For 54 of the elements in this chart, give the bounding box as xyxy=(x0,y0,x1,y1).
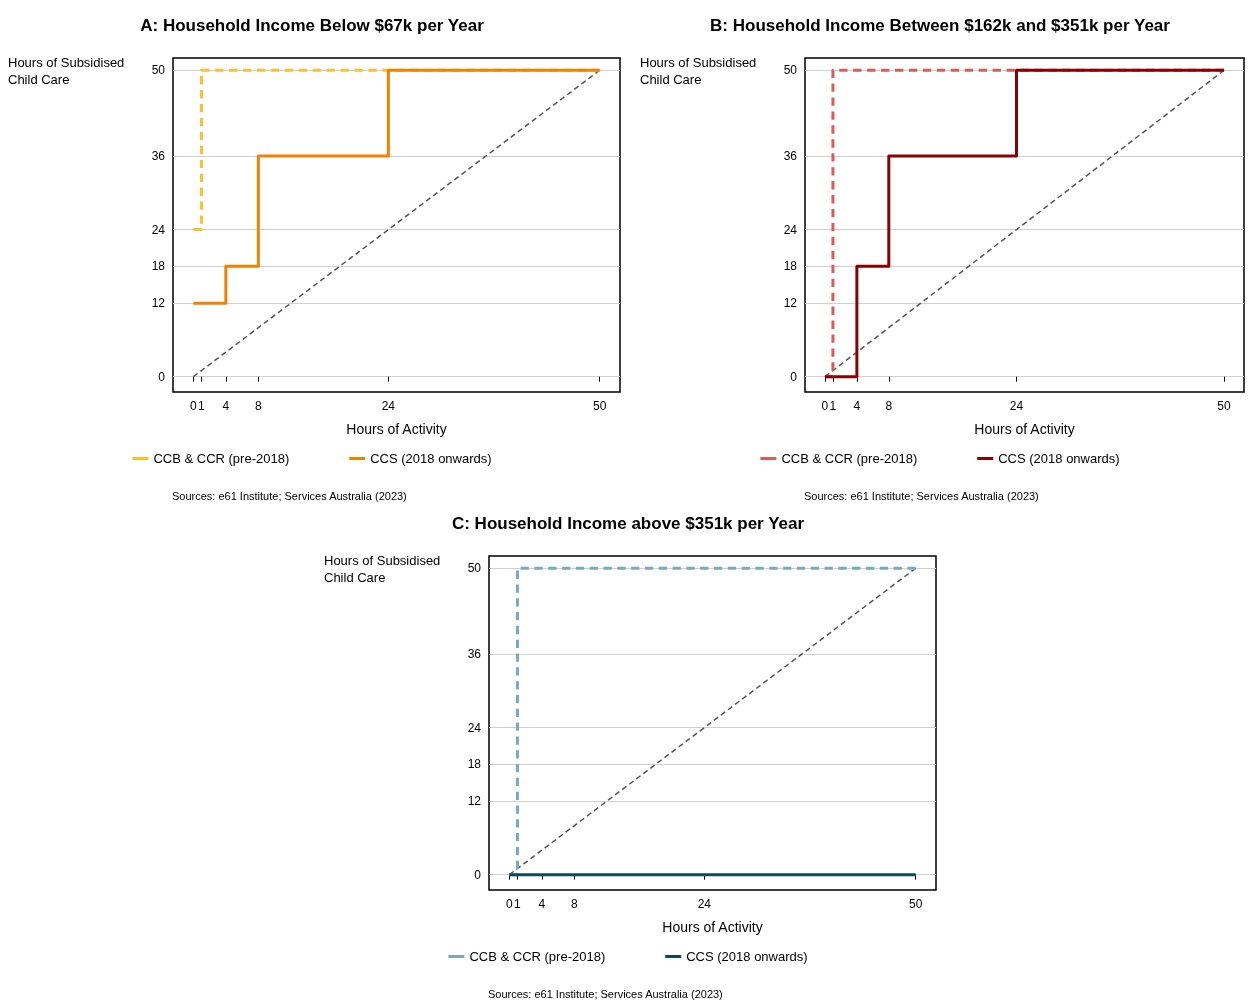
x-axis-title: Hours of Activity xyxy=(974,421,1075,437)
y-axis-title: Hours of Subsidised Child Care xyxy=(8,55,128,87)
x-tick-label: 1 xyxy=(514,897,522,911)
y-tick-label: 12 xyxy=(783,296,798,311)
y-axis-title: Hours of Subsidised Child Care xyxy=(640,55,760,87)
y-tick-label: 0 xyxy=(790,369,798,384)
y-tick-label: 36 xyxy=(467,647,482,662)
chart-title: A: Household Income Below $67k per Year xyxy=(140,16,485,35)
source-note: Sources: e61 Institute; Services Australia (2023) xyxy=(488,987,723,1000)
x-tick-label: 50 xyxy=(909,897,923,911)
x-tick-label: 50 xyxy=(1217,399,1232,413)
y-tick-label: 24 xyxy=(467,720,482,735)
x-tick-label: 1 xyxy=(829,399,837,413)
y-tick-label: 18 xyxy=(467,757,482,772)
x-tick-label: 8 xyxy=(885,399,893,413)
y-tick-label: 24 xyxy=(783,222,798,237)
legend-label: CCS (2018 onwards) xyxy=(370,451,492,466)
y-tick-label: 0 xyxy=(158,369,166,384)
x-tick-label: 50 xyxy=(593,399,607,413)
y-tick-label: 0 xyxy=(474,867,482,882)
source-note: Sources: e61 Institute; Services Australia (2023) xyxy=(172,489,407,502)
x-tick-label: 4 xyxy=(538,897,546,911)
legend-label: CCB & CCR (pre-2018) xyxy=(153,451,290,466)
y-tick-label: 50 xyxy=(783,63,798,78)
y-tick-label: 12 xyxy=(151,296,166,311)
x-tick-label: 4 xyxy=(222,399,230,413)
chart-title: B: Household Income Between $162k and $351k per Year xyxy=(710,16,1171,35)
y-tick-label: 18 xyxy=(783,259,798,274)
chart-title: C: Household Income above $351k per Year xyxy=(451,514,805,533)
x-axis-title: Hours of Activity xyxy=(346,421,447,437)
x-tick-label: 24 xyxy=(381,399,396,413)
x-tick-label: 24 xyxy=(1009,399,1024,413)
y-tick-label: 50 xyxy=(467,561,482,576)
y-tick-label: 36 xyxy=(151,149,166,164)
x-tick-label: 0 xyxy=(821,399,829,413)
x-tick-label: 8 xyxy=(254,399,262,413)
y-axis-title: Hours of Subsidised Child Care xyxy=(324,553,444,585)
x-tick-label: 8 xyxy=(570,897,578,911)
legend-label: CCB & CCR (pre-2018) xyxy=(781,451,918,466)
legend-label: CCS (2018 onwards) xyxy=(998,451,1120,466)
y-tick-label: 12 xyxy=(467,794,482,809)
y-tick-label: 50 xyxy=(151,63,166,78)
x-tick-label: 0 xyxy=(189,399,197,413)
x-tick-label: 1 xyxy=(198,399,206,413)
y-tick-label: 36 xyxy=(783,149,798,164)
y-tick-label: 24 xyxy=(151,222,166,237)
x-tick-label: 24 xyxy=(697,897,712,911)
x-tick-label: 0 xyxy=(505,897,513,911)
x-axis-title: Hours of Activity xyxy=(662,919,763,935)
source-note: Sources: e61 Institute; Services Australia (2023) xyxy=(804,489,1039,502)
x-tick-label: 4 xyxy=(853,399,861,413)
y-tick-label: 18 xyxy=(151,259,166,274)
legend-label: CCB & CCR (pre-2018) xyxy=(469,949,606,964)
legend-label: CCS (2018 onwards) xyxy=(686,949,808,964)
